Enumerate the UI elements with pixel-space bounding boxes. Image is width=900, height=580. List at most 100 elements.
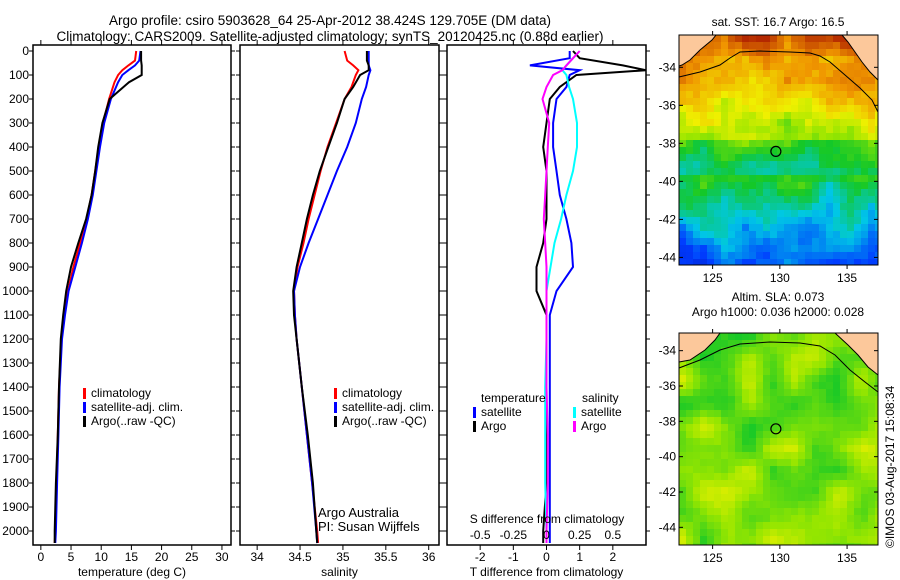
map-cell xyxy=(805,217,812,224)
map-cell xyxy=(812,161,819,168)
map-cell xyxy=(742,49,749,56)
map-cell xyxy=(784,508,791,515)
map-cell xyxy=(868,445,875,452)
map-cell xyxy=(756,396,763,403)
map-cell xyxy=(714,168,721,175)
map-cell xyxy=(854,410,861,417)
map-cell xyxy=(812,147,819,154)
map-cell xyxy=(812,112,819,119)
map-cell xyxy=(791,543,798,545)
map-cell xyxy=(700,112,707,119)
map-cell xyxy=(756,473,763,480)
map-cell xyxy=(784,361,791,368)
map-cell xyxy=(826,245,833,252)
map-cell xyxy=(868,105,875,112)
map-cell xyxy=(742,445,749,452)
map-cell xyxy=(868,238,875,245)
map-cell xyxy=(798,182,805,189)
map-cell xyxy=(693,501,700,508)
map-cell xyxy=(833,333,840,340)
map-cell xyxy=(700,217,707,224)
map-cell xyxy=(728,410,735,417)
map-cell xyxy=(714,536,721,543)
map-cell xyxy=(777,77,784,84)
map-cell xyxy=(728,508,735,515)
map-cell xyxy=(714,196,721,203)
map-cell xyxy=(700,396,707,403)
map-cell xyxy=(840,494,847,501)
map-cell xyxy=(854,140,861,147)
map-cell xyxy=(721,35,728,42)
map-cell xyxy=(840,466,847,473)
map-cell xyxy=(777,105,784,112)
map-cell xyxy=(700,49,707,56)
map-cell xyxy=(819,333,826,340)
map-cell xyxy=(707,238,714,245)
map-cell xyxy=(742,515,749,522)
map-cell xyxy=(812,347,819,354)
map-cell xyxy=(679,70,686,77)
map-cell xyxy=(854,84,861,91)
map-cell xyxy=(714,49,721,56)
map-cell xyxy=(854,375,861,382)
map-cell xyxy=(749,217,756,224)
map-cell xyxy=(819,452,826,459)
map-cell xyxy=(693,361,700,368)
map-cell xyxy=(833,168,840,175)
map-cell xyxy=(798,501,805,508)
map-cell xyxy=(875,494,878,501)
map-cell xyxy=(679,259,686,265)
map-cell xyxy=(833,35,840,42)
map-cell xyxy=(686,543,693,545)
map-cell xyxy=(693,119,700,126)
map-cell xyxy=(798,84,805,91)
map-cell xyxy=(847,147,854,154)
map-cell xyxy=(728,63,735,70)
map-cell xyxy=(784,452,791,459)
map-cell xyxy=(686,473,693,480)
map-cell xyxy=(770,112,777,119)
map-cell xyxy=(854,91,861,98)
map-cell xyxy=(812,445,819,452)
map-cell xyxy=(679,154,686,161)
map-cell xyxy=(847,84,854,91)
map-cell xyxy=(861,105,868,112)
map-cell xyxy=(763,259,770,265)
map-cell xyxy=(840,98,847,105)
map-cell xyxy=(735,175,742,182)
map-cell xyxy=(728,70,735,77)
x-tick-label: 0 xyxy=(38,550,45,564)
map-cell xyxy=(784,91,791,98)
map-cell xyxy=(707,140,714,147)
map-cell xyxy=(798,515,805,522)
map-cell xyxy=(833,438,840,445)
map-cell xyxy=(798,466,805,473)
y-tick-label: 1500 xyxy=(2,404,29,418)
map-cell xyxy=(700,259,707,265)
map-cell xyxy=(728,203,735,210)
map-cell xyxy=(868,529,875,536)
map-cell xyxy=(840,340,847,347)
map-cell xyxy=(756,368,763,375)
map-cell xyxy=(798,259,805,265)
map-cell xyxy=(861,112,868,119)
map-cell xyxy=(798,431,805,438)
map-cell xyxy=(861,133,868,140)
map-cell xyxy=(756,84,763,91)
map-cell xyxy=(728,354,735,361)
map-cell xyxy=(847,231,854,238)
difference-panel: -2 -1 0 1 2T difference from climatology-0.5… xyxy=(443,40,650,579)
map-cell xyxy=(770,63,777,70)
map-cell xyxy=(847,63,854,70)
map-cell xyxy=(826,445,833,452)
map-cell xyxy=(742,126,749,133)
map-cell xyxy=(833,480,840,487)
map-cell xyxy=(868,189,875,196)
map-cell xyxy=(854,473,861,480)
map-cell xyxy=(784,98,791,105)
map-cell xyxy=(861,529,868,536)
map-cell xyxy=(819,245,826,252)
map-cell xyxy=(693,410,700,417)
map-cell xyxy=(875,133,878,140)
map-cell xyxy=(693,133,700,140)
